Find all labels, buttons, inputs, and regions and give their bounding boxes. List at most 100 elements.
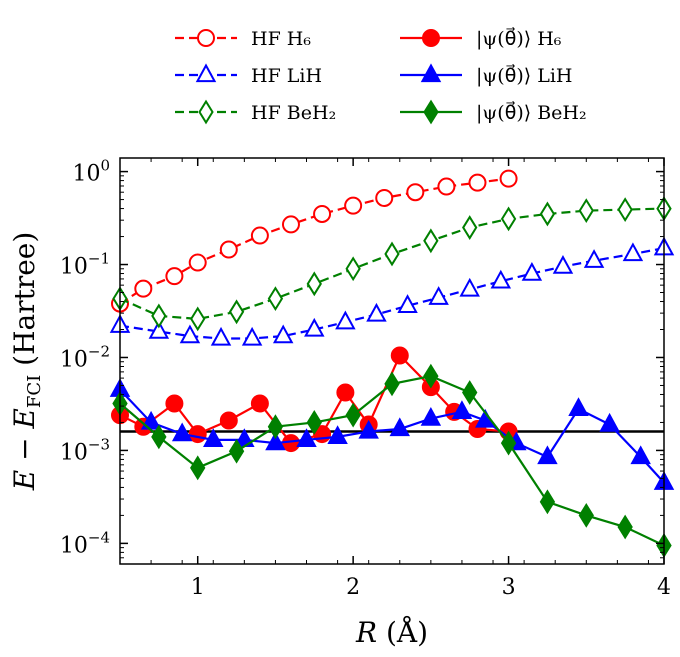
y-tick-label-0: 10−4	[60, 528, 110, 558]
legend-label-2: HF BeH₂	[251, 102, 336, 124]
legend-marker-2	[198, 99, 214, 125]
series-3-point-10	[390, 346, 409, 365]
legend-marker-4	[420, 63, 442, 83]
series-1-point-2	[179, 324, 201, 344]
series-0-point-9	[375, 188, 394, 207]
legend-marker-1	[195, 63, 217, 83]
series-4-point-3	[203, 428, 224, 448]
y-tick-label-2: 10−2	[60, 342, 110, 372]
series-1-point-1	[148, 319, 170, 339]
series-0-point-1	[134, 279, 153, 298]
series-0-point-5	[250, 226, 269, 245]
legend: HF H₆ HF LiH HF BeH₂ |ψ(θ⃗)⟩ H₆ |ψ(θ⃗)⟩ LiH |…	[175, 27, 587, 125]
legend-item-0: HF H₆	[175, 28, 311, 50]
series-5-point-6	[345, 402, 361, 428]
series-5-point-12	[578, 502, 594, 528]
series-0-point-8	[344, 196, 363, 215]
series-2-point-10	[500, 206, 517, 232]
series-5-point-5	[306, 410, 322, 435]
series-4-point-16	[599, 412, 620, 432]
series-1-point-8	[366, 302, 387, 322]
series-0-point-7	[313, 204, 332, 223]
x-tick-label-0: 1	[191, 575, 205, 600]
series-4-point-8	[358, 419, 379, 439]
x-tick-label-3: 4	[657, 575, 671, 600]
series-0-point-2	[165, 267, 184, 286]
series-1-point-4	[241, 326, 263, 346]
series-0-point-12	[468, 173, 487, 192]
x-tick-label-2: 3	[502, 575, 516, 600]
series-2	[112, 196, 672, 332]
series-4-point-1	[140, 410, 162, 430]
series-2-point-1	[151, 303, 167, 329]
series-1-point-14	[552, 255, 574, 274]
series-4-point-14	[537, 445, 558, 465]
legend-marker-5	[423, 99, 439, 125]
series-4-point-5	[265, 431, 286, 451]
series-0-point-4	[219, 240, 238, 259]
series-5-point-7	[384, 371, 400, 397]
series-4-point-9	[389, 417, 411, 437]
series-3-point-4	[219, 411, 238, 430]
y-tick-label-3: 10−1	[60, 250, 110, 280]
series-1-point-9	[397, 294, 418, 313]
y-axis-title: E − EFCI (Hartree)	[8, 232, 45, 492]
series-1-point-10	[428, 286, 449, 305]
series-3-point-3	[188, 425, 207, 444]
series-1-point-7	[335, 310, 356, 330]
series-2-point-12	[578, 198, 594, 224]
series-4-point-17	[630, 445, 651, 465]
series-4-point-7	[327, 425, 348, 445]
series-3-point-2	[165, 394, 184, 413]
series-1-point-5	[272, 324, 294, 344]
legend-item-5: |ψ(θ⃗)⟩ BeH₂	[400, 99, 587, 125]
series-1	[109, 236, 675, 346]
series-1-point-12	[490, 269, 512, 289]
legend-label-1: HF LiH	[251, 65, 322, 87]
y-tick-label-4: 100	[72, 157, 110, 187]
legend-label-3: |ψ(θ⃗)⟩ H₆	[476, 27, 562, 50]
plot-area: 1 2 3 4 10−4 10−3 10−2 10−1 100	[60, 157, 675, 600]
series-2-point-13	[617, 197, 633, 222]
series-3-point-5	[250, 394, 269, 413]
series-5-point-11	[539, 489, 556, 515]
legend-label-0: HF H₆	[251, 28, 311, 50]
series-2-point-6	[345, 256, 361, 282]
series-5-point-4	[267, 414, 284, 440]
series-5-point-3	[228, 438, 245, 464]
series-1-point-3	[210, 326, 232, 346]
x-tick-label-1: 2	[346, 575, 360, 600]
series-4-point-11	[451, 400, 473, 420]
axes-frame	[119, 157, 665, 565]
series-2-point-2	[190, 306, 206, 332]
series-1-point-11	[459, 277, 480, 297]
series-0-point-11	[437, 177, 456, 196]
series-3	[111, 346, 518, 453]
legend-label-4: |ψ(θ⃗)⟩ LiH	[476, 64, 572, 87]
series-3-point-8	[336, 383, 355, 402]
series-2-point-5	[306, 271, 322, 297]
series-2-point-8	[423, 228, 439, 254]
legend-marker-0	[197, 29, 215, 47]
series-5-point-2	[190, 455, 206, 481]
ticks: 1 2 3 4 10−4 10−3 10−2 10−1 100	[60, 157, 671, 600]
series-0-point-3	[188, 253, 207, 272]
y-tick-label-1: 10−3	[60, 435, 110, 465]
series-4-point-15	[568, 397, 589, 417]
series-1-point-15	[583, 249, 605, 268]
legend-item-3: |ψ(θ⃗)⟩ H₆	[400, 27, 562, 50]
series-1-point-16	[622, 242, 644, 262]
series-5	[112, 363, 672, 558]
series-0-point-6	[281, 215, 300, 234]
series-2-point-3	[228, 299, 245, 325]
series-0-point-13	[499, 169, 518, 188]
legend-marker-3	[422, 29, 440, 47]
series-5-point-13	[617, 514, 633, 540]
series-layer	[109, 169, 675, 558]
series-5-point-10	[500, 430, 517, 456]
series-5-point-9	[462, 380, 478, 405]
legend-item-4: |ψ(θ⃗)⟩ LiH	[400, 63, 572, 87]
legend-label-5: |ψ(θ⃗)⟩ BeH₂	[476, 101, 587, 124]
series-4-point-2	[171, 422, 193, 442]
series-0	[111, 169, 518, 313]
